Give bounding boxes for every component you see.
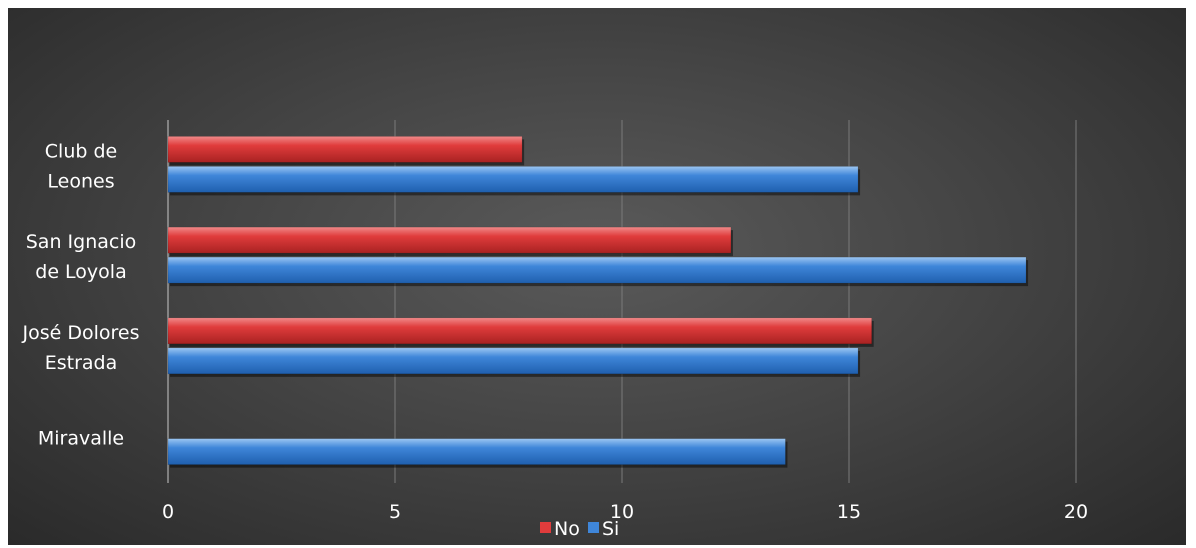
category-label: Leones (47, 170, 114, 192)
category-label: Estrada (45, 352, 118, 374)
category-label: de Loyola (35, 261, 126, 283)
category-label: San Ignacio (26, 231, 136, 253)
bar-no (167, 317, 872, 345)
bars (167, 136, 1029, 468)
bar-si (167, 347, 859, 375)
legend-label-si: Si (602, 518, 619, 540)
bar-si (167, 256, 1027, 284)
bar-no (167, 226, 732, 254)
category-label: Club de (45, 140, 117, 162)
x-tick-label: 5 (389, 501, 401, 523)
bar-si (167, 166, 859, 193)
x-axis-ticks: 0 5 10 15 20 (162, 501, 1088, 523)
x-tick-label: 15 (837, 501, 861, 523)
legend: No Si (540, 518, 619, 540)
x-tick-label: 20 (1064, 501, 1088, 523)
bar-no (167, 136, 523, 163)
bar-si (167, 438, 786, 465)
legend-label-no: No (554, 518, 580, 540)
category-labels: Club de Leones San Ignacio de Loyola José Do… (22, 140, 140, 449)
chart-area: Club de Leones San Ignacio de Loyola José Do… (8, 8, 1186, 545)
legend-swatch-no (540, 522, 551, 533)
bar-chart: Club de Leones San Ignacio de Loyola José Do… (22, 120, 1088, 540)
x-tick-label: 10 (610, 501, 634, 523)
legend-swatch-si (588, 522, 599, 533)
category-label: José Dolores (22, 322, 140, 344)
category-label: Miravalle (38, 428, 124, 450)
x-tick-label: 0 (162, 501, 174, 523)
